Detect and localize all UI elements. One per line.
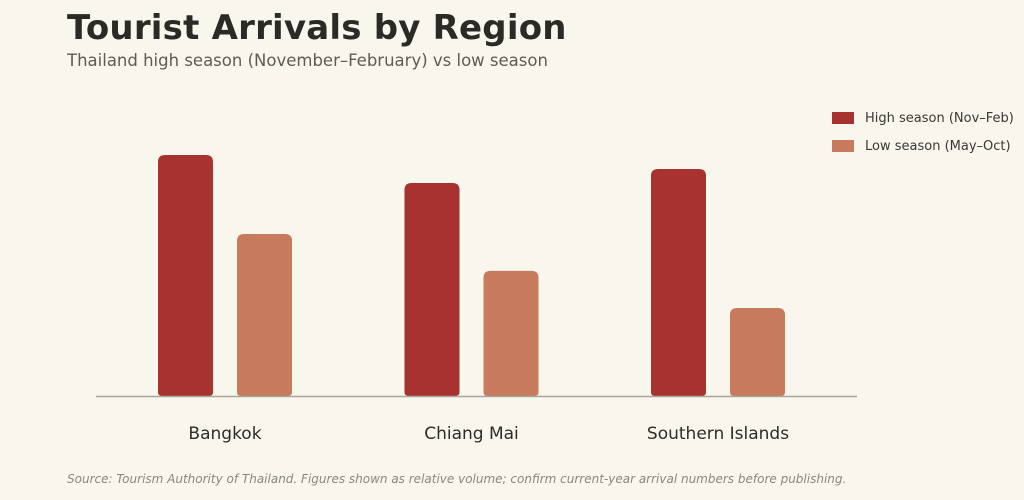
- x-tick-label: Bangkok: [188, 424, 261, 444]
- bar-low-bangkok: [237, 234, 292, 396]
- chart-title: Tourist Arrivals by Region: [67, 8, 567, 48]
- bar-low-southern-islands: [730, 308, 785, 396]
- bar-high-chiang-mai: [404, 182, 460, 396]
- bar-high-bangkok: [158, 155, 213, 396]
- bar-high-southern-islands: [651, 168, 706, 396]
- legend-item-high: High season (Nov–Feb): [832, 109, 1014, 127]
- legend-label-high: High season (Nov–Feb): [865, 110, 1014, 126]
- legend-swatch-high: [832, 112, 854, 124]
- chart-subtitle: Thailand high season (November–February)…: [67, 51, 548, 70]
- legend-label-low: Low season (May–Oct): [865, 138, 1011, 154]
- x-tick-label: Southern Islands: [647, 424, 789, 444]
- legend-item-low: Low season (May–Oct): [832, 137, 1014, 155]
- x-tick-label: Chiang Mai: [424, 424, 519, 444]
- bar-low-chiang-mai: [483, 270, 539, 396]
- source-note: Source: Tourism Authority of Thailand. F…: [67, 472, 847, 486]
- chart-legend: High season (Nov–Feb) Low season (May–Oc…: [832, 109, 1014, 165]
- legend-swatch-low: [832, 140, 854, 152]
